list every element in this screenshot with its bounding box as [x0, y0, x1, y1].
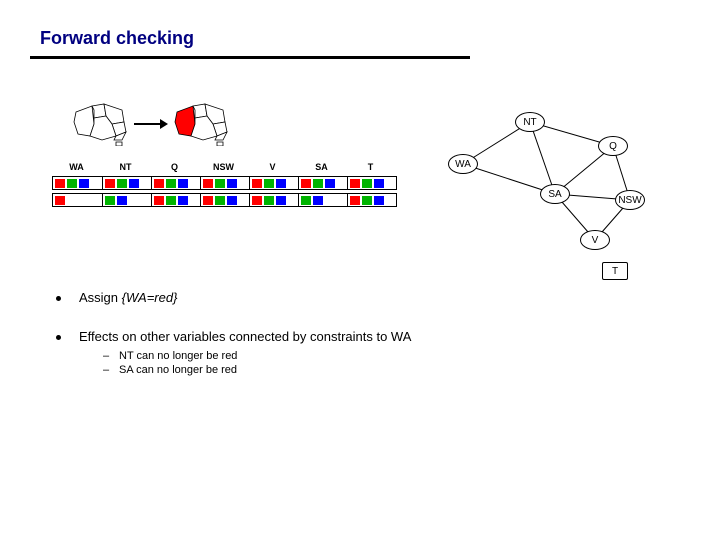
sub-bullet-list: – NT can no longer be red – SA can no lo… — [103, 350, 411, 376]
color-square — [129, 179, 139, 188]
domain-cell — [151, 177, 200, 189]
column-header: SA — [297, 162, 346, 172]
color-square — [117, 196, 127, 205]
color-square — [374, 179, 384, 188]
color-square — [203, 179, 213, 188]
domain-cell — [53, 194, 102, 206]
domain-cell — [347, 194, 396, 206]
color-square — [55, 179, 65, 188]
graph-node-t: T — [602, 262, 628, 280]
column-header: WA — [52, 162, 101, 172]
color-square — [276, 179, 286, 188]
constraint-graph: NTWAQSANSWVT — [430, 112, 680, 272]
color-square — [276, 196, 286, 205]
color-square — [79, 179, 89, 188]
maps-panel — [72, 100, 231, 151]
dash-icon: – — [103, 364, 119, 376]
bullet-1-pre: Assign — [79, 290, 122, 305]
domain-row — [52, 193, 397, 207]
bullet-1: Assign {WA=red} — [56, 290, 411, 305]
color-square — [105, 179, 115, 188]
dash-icon: – — [103, 350, 119, 362]
domain-rows — [52, 176, 397, 207]
color-square — [252, 179, 262, 188]
color-square — [350, 179, 360, 188]
color-square — [117, 179, 127, 188]
australia-map-after — [173, 100, 231, 146]
color-square — [67, 179, 77, 188]
graph-node-nt: NT — [515, 112, 545, 132]
color-square — [264, 196, 274, 205]
domain-cell — [102, 177, 151, 189]
slide-title: Forward checking — [40, 28, 194, 49]
domain-cell — [200, 177, 249, 189]
color-square — [215, 196, 225, 205]
bullet-dot-icon — [56, 296, 61, 301]
domain-cell — [249, 194, 298, 206]
domain-cell — [102, 194, 151, 206]
color-square — [362, 196, 372, 205]
bullet-1-text: Assign {WA=red} — [79, 290, 411, 305]
sub-bullet-1-text: NT can no longer be red — [119, 350, 237, 362]
color-square — [362, 179, 372, 188]
domain-cell — [249, 177, 298, 189]
domain-cell — [298, 177, 347, 189]
bullet-2-text: Effects on other variables connected by … — [79, 329, 411, 344]
color-square — [325, 179, 335, 188]
color-square — [178, 196, 188, 205]
domain-headers: WANTQNSWVSAT — [52, 162, 397, 172]
title-underline — [30, 56, 470, 59]
column-header: NSW — [199, 162, 248, 172]
color-square — [154, 196, 164, 205]
color-square — [227, 179, 237, 188]
color-square — [227, 196, 237, 205]
bullet-1-ital: {WA=red} — [122, 290, 178, 305]
domain-cell — [298, 194, 347, 206]
domain-cell — [347, 177, 396, 189]
color-square — [55, 196, 65, 205]
color-square — [154, 179, 164, 188]
color-square — [301, 179, 311, 188]
color-square — [166, 179, 176, 188]
bullet-2-body: Effects on other variables connected by … — [79, 329, 411, 378]
color-square — [374, 196, 384, 205]
color-square — [105, 196, 115, 205]
domain-cell — [151, 194, 200, 206]
graph-node-wa: WA — [448, 154, 478, 174]
color-square — [252, 196, 262, 205]
domain-table: WANTQNSWVSAT — [52, 162, 397, 210]
column-header: Q — [150, 162, 199, 172]
color-square — [215, 179, 225, 188]
column-header: T — [346, 162, 395, 172]
color-square — [313, 179, 323, 188]
bullet-list: Assign {WA=red} Effects on other variabl… — [56, 290, 411, 402]
color-square — [313, 196, 323, 205]
graph-node-nsw: NSW — [615, 190, 645, 210]
bullet-dot-icon — [56, 335, 61, 340]
color-square — [178, 179, 188, 188]
color-square — [350, 196, 360, 205]
graph-node-v: V — [580, 230, 610, 250]
column-header: V — [248, 162, 297, 172]
sub-bullet-2-text: SA can no longer be red — [119, 364, 237, 376]
domain-row — [52, 176, 397, 190]
color-square — [301, 196, 311, 205]
column-header: NT — [101, 162, 150, 172]
color-square — [203, 196, 213, 205]
sub-bullet-2: – SA can no longer be red — [103, 364, 411, 376]
domain-cell — [53, 177, 102, 189]
arrow-icon — [134, 120, 168, 128]
color-square — [264, 179, 274, 188]
graph-node-q: Q — [598, 136, 628, 156]
graph-node-sa: SA — [540, 184, 570, 204]
bullet-2: Effects on other variables connected by … — [56, 329, 411, 378]
color-square — [166, 196, 176, 205]
domain-cell — [200, 194, 249, 206]
australia-map-before — [72, 100, 130, 146]
sub-bullet-1: – NT can no longer be red — [103, 350, 411, 362]
